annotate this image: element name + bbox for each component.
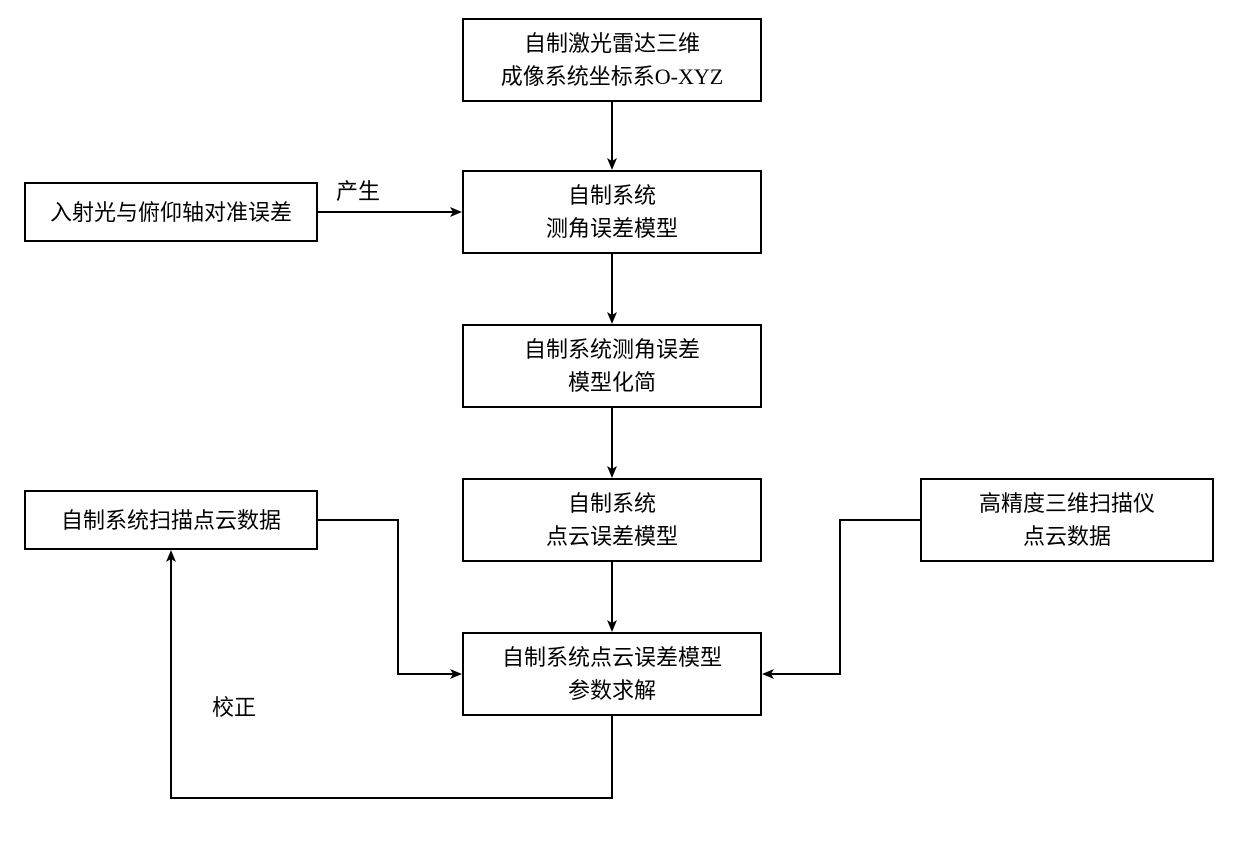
node-coord-system: 自制激光雷达三维成像系统坐标系O-XYZ <box>462 18 762 102</box>
node-pointcloud-error: 自制系统点云误差模型 <box>462 478 762 562</box>
node-alignment-error: 入射光与俯仰轴对准误差 <box>24 182 318 242</box>
edge-label-produce: 产生 <box>336 174 380 206</box>
node-angle-error-model: 自制系统测角误差模型 <box>462 170 762 254</box>
node-param-solve: 自制系统点云误差模型参数求解 <box>462 632 762 716</box>
arrows-svg <box>0 0 1240 860</box>
node-text: 自制系统点云误差模型参数求解 <box>502 641 722 707</box>
edge-n6-n8 <box>318 520 460 674</box>
node-text: 自制激光雷达三维成像系统坐标系O-XYZ <box>501 27 723 93</box>
node-text: 自制系统点云误差模型 <box>546 487 678 553</box>
edge-label-correct: 校正 <box>212 690 256 722</box>
node-highprec-scanner: 高精度三维扫描仪点云数据 <box>920 478 1214 562</box>
node-text: 高精度三维扫描仪点云数据 <box>979 487 1155 553</box>
node-text: 自制系统测角误差模型 <box>546 179 678 245</box>
node-text: 自制系统扫描点云数据 <box>61 504 281 537</box>
edge-n7-n8 <box>764 520 920 674</box>
node-scan-data: 自制系统扫描点云数据 <box>24 490 318 550</box>
node-text: 自制系统测角误差模型化简 <box>524 333 700 399</box>
node-text: 入射光与俯仰轴对准误差 <box>50 196 292 229</box>
node-model-simplify: 自制系统测角误差模型化简 <box>462 324 762 408</box>
